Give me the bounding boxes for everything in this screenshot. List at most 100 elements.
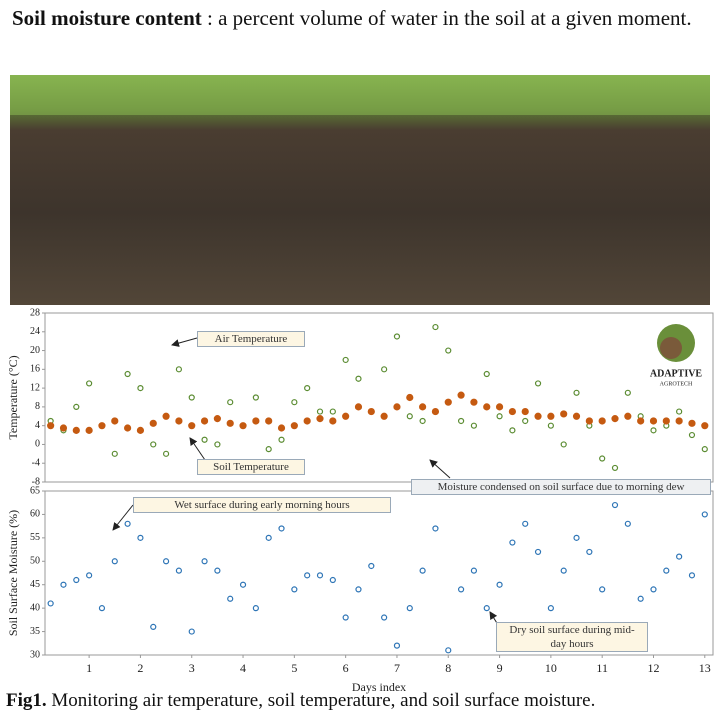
data-point <box>688 572 696 579</box>
data-point <box>470 422 478 429</box>
data-point <box>483 370 490 378</box>
x-tick-label: 1 <box>86 661 92 675</box>
data-point <box>252 394 259 401</box>
y-tick-label: 55 <box>30 532 40 543</box>
data-point <box>214 567 221 574</box>
data-point <box>136 426 145 434</box>
data-point <box>663 567 670 574</box>
data-point <box>342 356 349 364</box>
data-point <box>137 534 144 541</box>
data-point <box>457 417 465 425</box>
y-tick-label: 20 <box>30 345 40 356</box>
data-point <box>227 399 234 406</box>
data-point <box>59 424 68 432</box>
data-point <box>316 572 324 579</box>
data-point <box>611 501 619 509</box>
data-point <box>304 385 311 392</box>
y-tick-label: 40 <box>30 602 40 613</box>
data-point <box>175 567 183 574</box>
data-point <box>381 366 388 373</box>
data-point <box>393 642 401 649</box>
logo-icon <box>660 337 682 359</box>
x-tick-label: 12 <box>647 661 659 675</box>
caption-bold: Fig1. <box>6 690 47 711</box>
data-point <box>368 562 375 570</box>
y-tick-label: 65 <box>30 485 40 496</box>
title-bold: Soil moisture content <box>12 6 202 30</box>
arrow <box>189 437 206 461</box>
data-point <box>111 417 119 425</box>
data-point <box>534 548 542 556</box>
data-point <box>124 520 131 527</box>
data-point <box>547 605 554 612</box>
annotation: Wet surface during early morning hours <box>133 497 391 513</box>
data-point <box>560 410 568 418</box>
data-point <box>278 436 285 443</box>
data-point <box>457 586 465 593</box>
plot-frame <box>44 312 714 483</box>
x-tick-label: 13 <box>699 661 711 675</box>
data-point <box>534 412 542 420</box>
data-point <box>303 417 311 425</box>
data-point <box>278 525 285 532</box>
data-point <box>86 380 93 387</box>
data-point <box>354 403 363 411</box>
data-point <box>162 450 170 457</box>
data-point <box>201 436 208 443</box>
data-point <box>213 415 221 423</box>
annotation: Air Temperature <box>197 331 305 347</box>
data-point <box>431 407 440 416</box>
data-point <box>214 441 221 448</box>
data-point <box>329 417 337 425</box>
data-point <box>329 408 336 415</box>
data-point <box>624 520 631 527</box>
y-tick-label: 45 <box>30 579 40 590</box>
x-tick-label: 3 <box>189 661 195 675</box>
data-point <box>496 413 503 420</box>
data-point <box>406 413 413 420</box>
data-point <box>265 534 272 541</box>
data-point <box>277 424 286 432</box>
data-point <box>547 412 555 420</box>
annotation: Dry soil surface during mid-day hours <box>496 622 648 652</box>
data-point <box>662 417 670 425</box>
annotation: Soil Temperature <box>197 459 305 475</box>
y-tick-label: 50 <box>30 556 40 567</box>
data-point <box>355 586 362 593</box>
y-tick-label: 12 <box>30 382 40 393</box>
data-point <box>175 417 183 425</box>
x-tick-label: 10 <box>545 661 557 675</box>
data-point <box>72 426 80 434</box>
data-point <box>137 385 144 392</box>
data-point <box>162 558 170 565</box>
y-tick-label: 16 <box>30 364 40 375</box>
data-point <box>316 408 324 415</box>
data-point <box>650 586 657 593</box>
x-axis-label: Days index <box>352 680 406 694</box>
data-point <box>124 424 132 432</box>
data-point <box>188 628 195 635</box>
logo-name: ADAPTIVE <box>650 368 703 379</box>
y-tick-label: 8 <box>35 401 40 412</box>
data-point <box>419 567 426 574</box>
heading: Soil moisture content : a percent volume… <box>12 4 702 33</box>
y-tick-label: 4 <box>35 420 40 431</box>
data-point <box>150 441 157 448</box>
data-point <box>381 614 388 621</box>
data-point <box>290 422 298 430</box>
data-point <box>675 417 683 425</box>
data-point <box>701 511 708 518</box>
y-tick-label: 24 <box>30 326 40 337</box>
data-point <box>522 417 529 425</box>
data-point <box>419 403 427 411</box>
data-point <box>521 407 529 416</box>
data-point <box>73 403 80 410</box>
data-point <box>73 576 80 584</box>
data-point <box>534 380 542 387</box>
data-point <box>444 398 452 406</box>
data-point <box>573 389 580 396</box>
grass <box>10 75 710 115</box>
x-tick-label: 8 <box>445 661 451 675</box>
data-point <box>201 558 208 565</box>
